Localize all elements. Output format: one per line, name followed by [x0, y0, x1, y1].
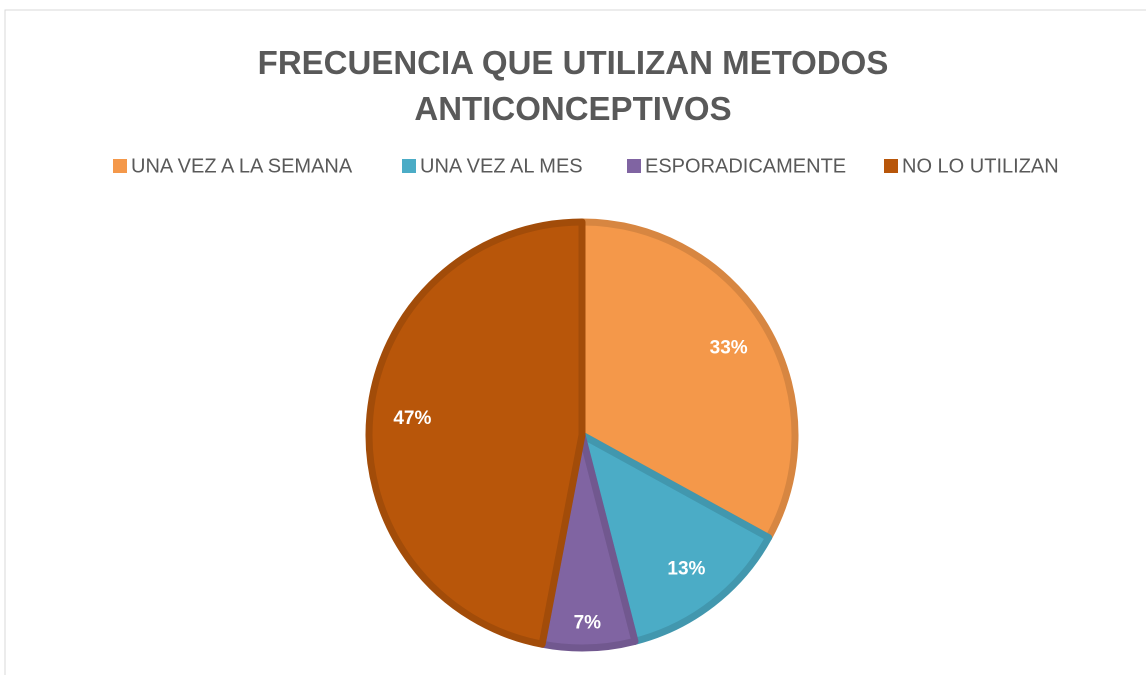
legend-swatch — [402, 159, 416, 173]
legend-swatch — [113, 159, 127, 173]
pie-slice — [365, 218, 586, 648]
data-label: 33% — [710, 337, 748, 358]
pie-slice — [578, 431, 773, 645]
chart-frame — [4, 9, 1146, 675]
data-label: 13% — [667, 559, 705, 580]
legend-label: UNA VEZ A LA SEMANA — [131, 155, 353, 177]
legend-swatch — [627, 159, 641, 173]
legend-label: ESPORADICAMENTE — [645, 155, 846, 177]
data-label: 47% — [393, 408, 431, 429]
chart-title: FRECUENCIA QUE UTILIZAN METODOS ANTICONC… — [257, 44, 889, 127]
legend-label: UNA VEZ AL MES — [420, 155, 583, 177]
legend-label: NO LO UTILIZAN — [902, 155, 1059, 177]
pie-slice — [578, 218, 799, 542]
legend-swatch — [884, 159, 898, 173]
data-label: 7% — [574, 612, 602, 633]
